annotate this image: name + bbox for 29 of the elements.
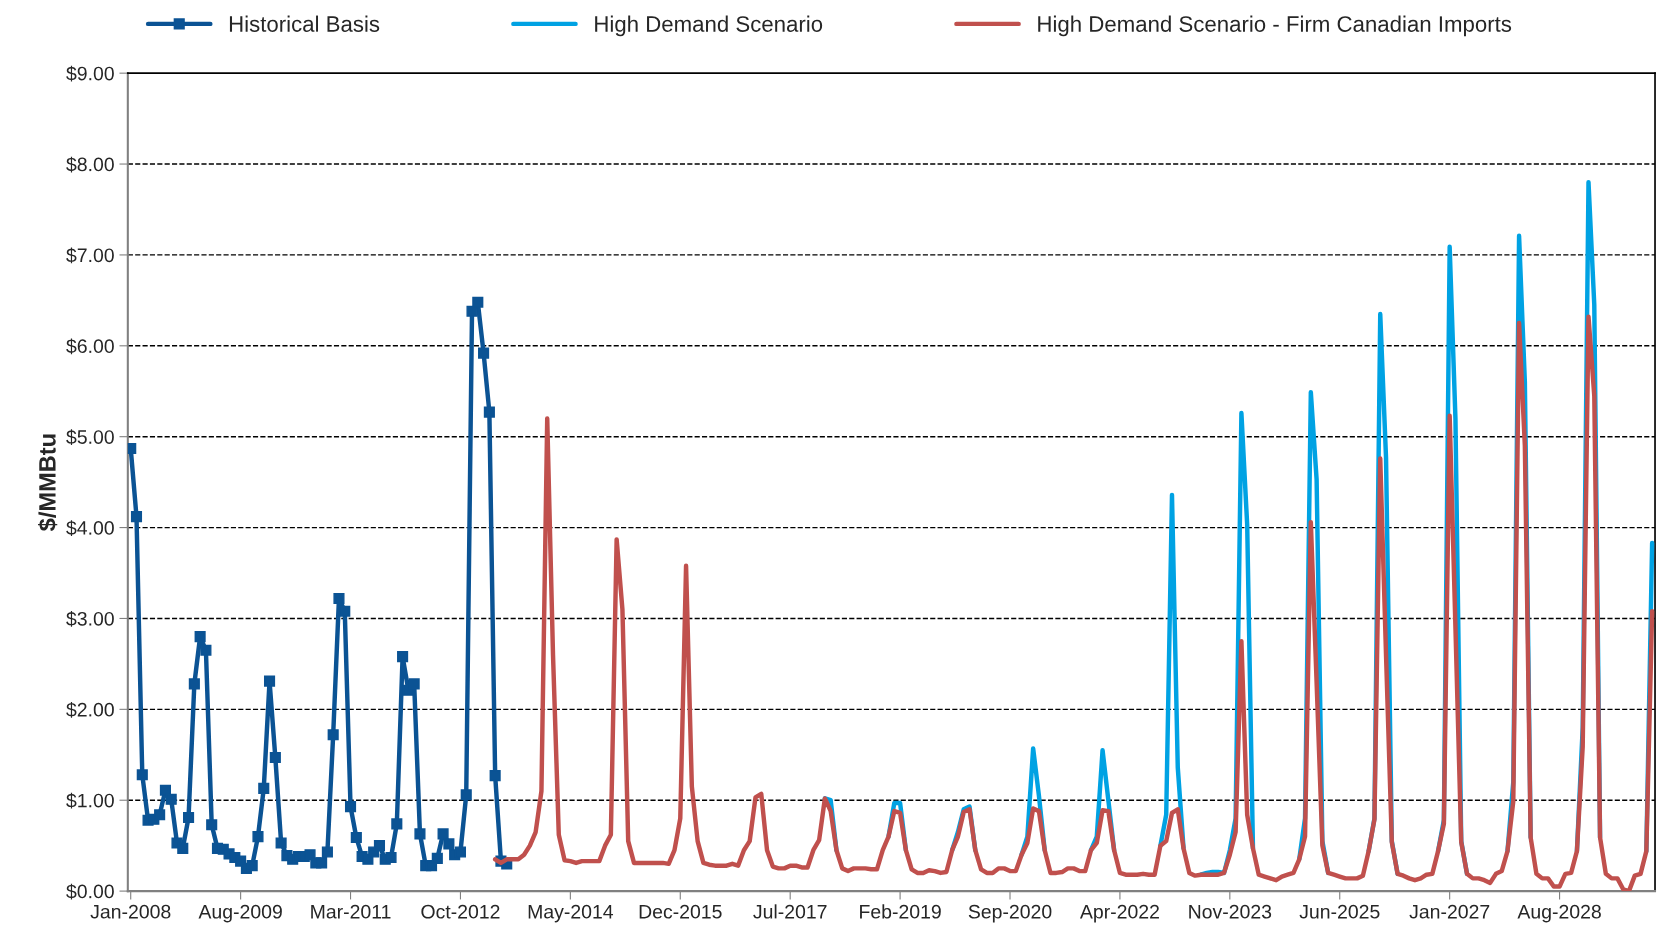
y-tick-label: $7.00 — [66, 247, 114, 264]
y-tick-label: $3.00 — [66, 611, 114, 627]
y-tick-label: $8.00 — [66, 156, 114, 173]
y-tick-label: $2.00 — [66, 701, 114, 718]
y-axis-title: $/MMBtu — [37, 434, 58, 531]
legend-label: Historical Basis — [229, 15, 380, 32]
x-tick-label: Nov-2023 — [1189, 904, 1272, 919]
y-tick-label: $1.00 — [66, 792, 114, 809]
y-tick-label: $0.00 — [66, 883, 114, 900]
y-tick-label: $9.00 — [66, 65, 114, 82]
x-tick-label: Oct-2012 — [421, 904, 500, 919]
line-series — [492, 314, 1655, 892]
x-tick-label: Apr-2022 — [1079, 904, 1159, 923]
x-tick-label: Jun-2025 — [1299, 904, 1380, 919]
legend-label: High Demand Scenario — [595, 15, 823, 37]
x-tick-label: Jul-2017 — [753, 904, 827, 919]
x-tick-label: Sep-2020 — [968, 904, 1052, 923]
x-tick-label: May-2014 — [528, 904, 614, 923]
y-tick-label: $6.00 — [66, 338, 114, 355]
x-tick-label: Jan-2008 — [90, 904, 171, 919]
x-tick-label: Mar-2011 — [311, 904, 391, 919]
legend-label: High Demand Scenario - Firm Canadian Imports — [1038, 15, 1512, 37]
y-tick-label: $4.00 — [66, 520, 114, 536]
x-tick-label: Aug-2028 — [1517, 904, 1601, 923]
y-tick-label: $5.00 — [66, 429, 114, 446]
x-tick-label: Feb-2019 — [860, 904, 941, 919]
x-tick-label: Dec-2015 — [639, 904, 722, 919]
x-tick-label: Jan-2027 — [1409, 904, 1490, 919]
x-tick-label: Aug-2009 — [198, 904, 282, 923]
